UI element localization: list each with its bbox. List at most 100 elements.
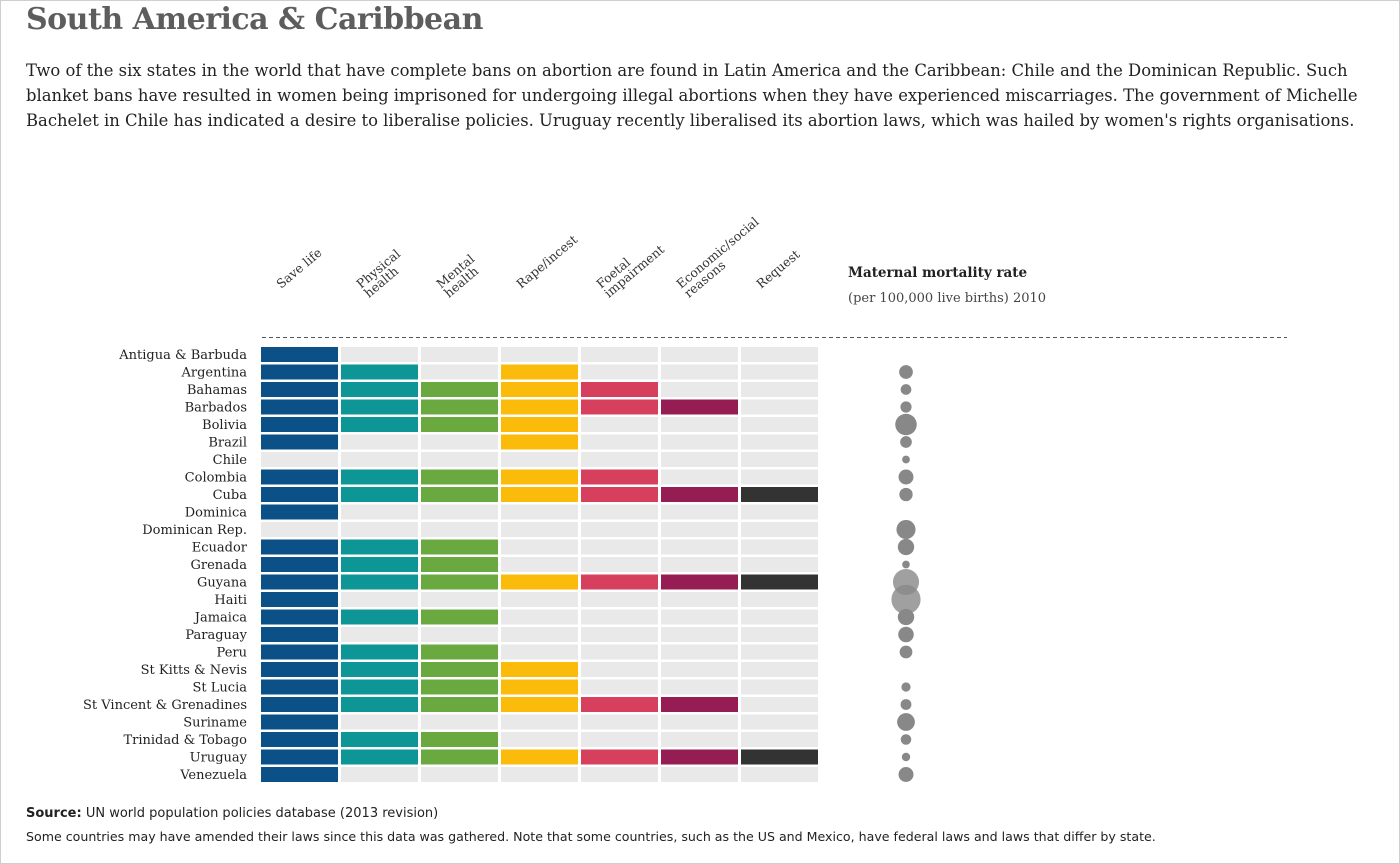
ground-not-permitted-cell [741, 679, 818, 695]
ground-not-permitted-cell [661, 382, 738, 397]
ground-not-permitted-cell [741, 767, 818, 782]
ground-not-permitted-cell [741, 592, 818, 607]
ground-not-permitted-cell [581, 522, 658, 537]
ground-not-permitted-cell [501, 504, 578, 520]
ground-not-permitted-cell [741, 522, 818, 537]
country-label: Grenada [191, 558, 248, 573]
ground-permitted-cell [421, 469, 498, 485]
ground-permitted-cell [261, 627, 338, 642]
ground-not-permitted-cell [341, 767, 418, 782]
ground-not-permitted-cell [501, 767, 578, 782]
country-label: St Kitts & Nevis [141, 663, 247, 678]
ground-not-permitted-cell [501, 452, 578, 467]
country-label: Guyana [197, 576, 247, 591]
ground-permitted-cell [741, 487, 818, 502]
ground-not-permitted-cell [661, 679, 738, 695]
ground-not-permitted-cell [421, 434, 498, 450]
ground-permitted-cell [501, 662, 578, 677]
mortality-bubble [898, 626, 914, 643]
mortality-bubble [900, 699, 912, 710]
ground-not-permitted-cell [501, 732, 578, 747]
ground-not-permitted-cell [581, 679, 658, 695]
ground-permitted-cell [581, 382, 658, 397]
mortality-bubble [897, 713, 915, 731]
mortality-bubble [900, 734, 912, 745]
ground-not-permitted-cell [501, 627, 578, 642]
ground-permitted-cell [421, 732, 498, 747]
row-labels: Antigua & Barbuda Argentina Bahamas Barbado… [83, 348, 248, 783]
mortality-bubble [898, 469, 914, 485]
ground-not-permitted-cell [581, 417, 658, 432]
ground-not-permitted-cell [661, 592, 738, 607]
ground-permitted-cell [581, 399, 658, 415]
country-label: Paraguay [185, 628, 247, 643]
country-label: Haiti [214, 593, 247, 608]
ground-not-permitted-cell [421, 627, 498, 642]
ground-permitted-cell [341, 609, 418, 625]
country-label: St Lucia [193, 681, 248, 696]
ground-permitted-cell [421, 697, 498, 712]
ground-not-permitted-cell [741, 644, 818, 660]
ground-not-permitted-cell [661, 469, 738, 485]
ground-not-permitted-cell [741, 469, 818, 485]
ground-not-permitted-cell [661, 434, 738, 450]
ground-permitted-cell [501, 417, 578, 432]
ground-not-permitted-cell [341, 627, 418, 642]
country-label: Bolivia [202, 418, 247, 433]
ground-not-permitted-cell [741, 627, 818, 642]
ground-permitted-cell [341, 469, 418, 485]
column-label: Foetalimpairment [593, 232, 667, 300]
ground-not-permitted-cell [581, 609, 658, 625]
ground-not-permitted-cell [581, 644, 658, 660]
ground-permitted-cell [421, 557, 498, 572]
ground-not-permitted-cell [741, 732, 818, 747]
ground-permitted-cell [421, 399, 498, 415]
ground-permitted-cell [261, 732, 338, 747]
ground-not-permitted-cell [341, 714, 418, 730]
mortality-bubble [898, 767, 914, 782]
ground-not-permitted-cell [581, 662, 658, 677]
ground-not-permitted-cell [341, 504, 418, 520]
mortality-bubble [900, 401, 912, 413]
country-label: Brazil [208, 436, 247, 451]
ground-permitted-cell [661, 697, 738, 712]
column-label: Economic/socialreasons [673, 214, 769, 301]
ground-permitted-cell [341, 364, 418, 380]
ground-not-permitted-cell [341, 452, 418, 467]
column-label: Save life [273, 245, 324, 292]
ground-permitted-cell [421, 487, 498, 502]
ground-not-permitted-cell [741, 347, 818, 362]
ground-not-permitted-cell [661, 522, 738, 537]
ground-not-permitted-cell [581, 592, 658, 607]
ground-not-permitted-cell [581, 539, 658, 555]
ground-not-permitted-cell [421, 364, 498, 380]
ground-permitted-cell [261, 382, 338, 397]
ground-not-permitted-cell [661, 504, 738, 520]
legend-subtitle: (per 100,000 live births) 2010 [848, 291, 1047, 306]
country-label: Cuba [213, 488, 248, 503]
ground-permitted-cell [501, 697, 578, 712]
ground-not-permitted-cell [261, 452, 338, 467]
country-label: Venezuela [179, 768, 247, 783]
ground-permitted-cell [501, 487, 578, 502]
ground-not-permitted-cell [741, 539, 818, 555]
country-label: Antigua & Barbuda [118, 348, 247, 363]
ground-permitted-cell [421, 644, 498, 660]
ground-not-permitted-cell [501, 644, 578, 660]
ground-not-permitted-cell [501, 557, 578, 572]
ground-permitted-cell [501, 399, 578, 415]
mortality-bubble [901, 682, 911, 692]
mortality-bubble [901, 752, 911, 762]
ground-not-permitted-cell [741, 399, 818, 415]
ground-not-permitted-cell [421, 714, 498, 730]
ground-not-permitted-cell [741, 434, 818, 450]
ground-not-permitted-cell [661, 732, 738, 747]
country-label: Colombia [185, 471, 248, 486]
chart-title: South America & Caribbean [26, 2, 483, 37]
ground-permitted-cell [421, 609, 498, 625]
ground-permitted-cell [501, 574, 578, 590]
column-label: Request [753, 247, 802, 292]
ground-not-permitted-cell [421, 452, 498, 467]
ground-not-permitted-cell [741, 452, 818, 467]
